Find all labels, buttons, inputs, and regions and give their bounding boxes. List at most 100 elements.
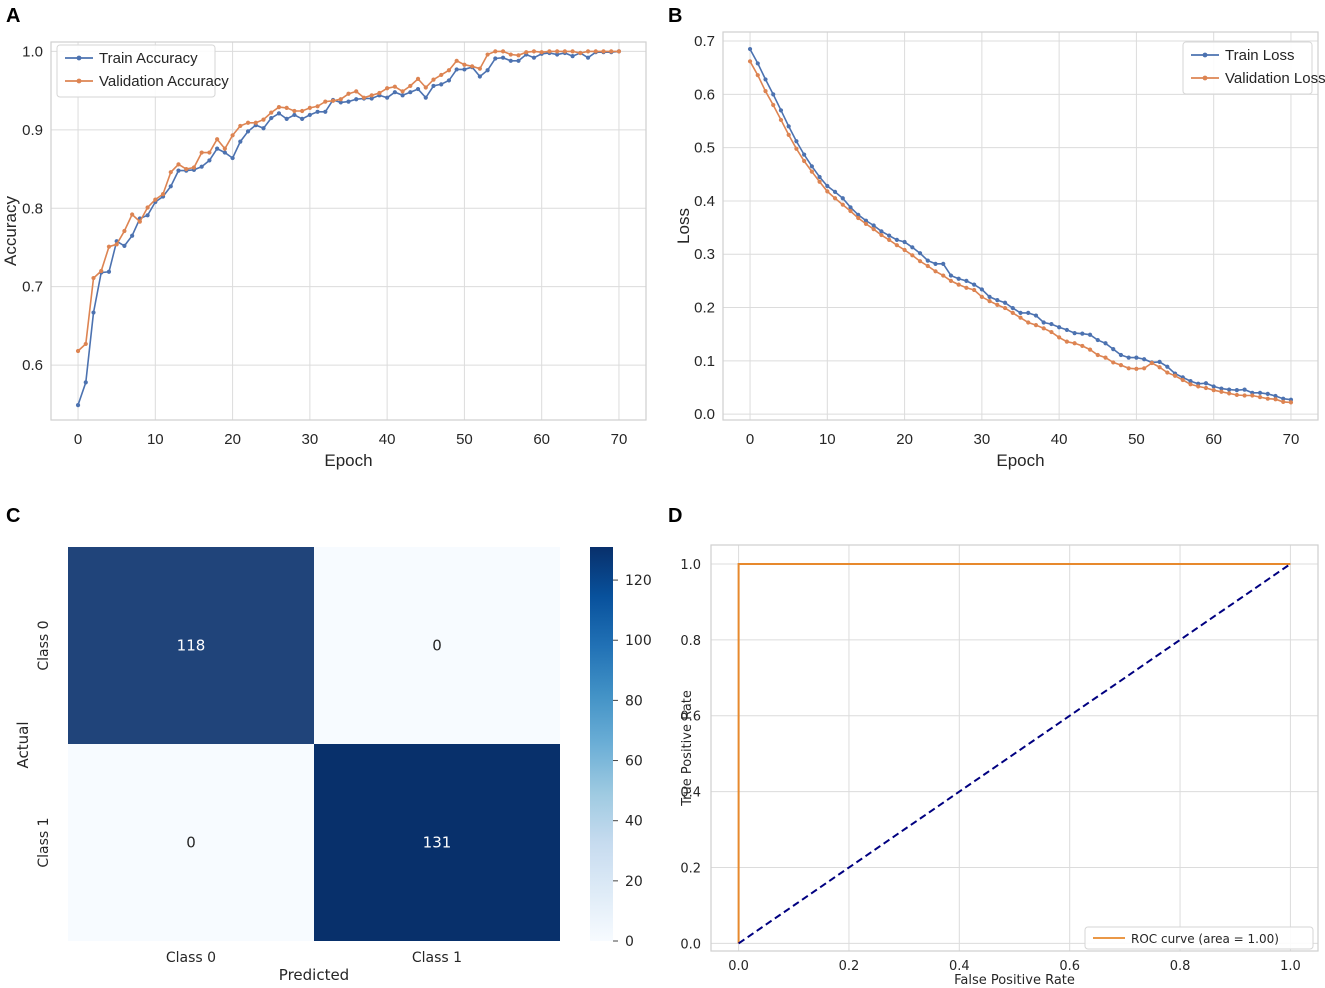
data-point bbox=[400, 93, 405, 98]
data-point bbox=[222, 150, 227, 155]
y-tick-label: 0.8 bbox=[22, 200, 43, 217]
y-tick-label: 0.4 bbox=[694, 193, 715, 210]
data-point bbox=[385, 95, 390, 100]
data-point bbox=[462, 67, 467, 72]
x-axis-label: Epoch bbox=[324, 451, 372, 470]
data-point bbox=[1026, 310, 1031, 315]
data-point bbox=[863, 218, 869, 223]
data-point bbox=[307, 112, 312, 118]
x-axis-label: Predicted bbox=[279, 966, 349, 984]
data-point bbox=[91, 310, 96, 315]
data-point bbox=[284, 116, 289, 121]
data-point bbox=[879, 229, 884, 234]
data-point bbox=[1095, 337, 1100, 343]
data-point bbox=[555, 52, 560, 57]
data-point bbox=[377, 90, 382, 96]
data-point bbox=[1188, 382, 1193, 387]
data-point bbox=[524, 50, 529, 55]
data-point bbox=[786, 124, 791, 129]
data-point bbox=[755, 73, 760, 78]
x-tick-label: 0 bbox=[74, 431, 82, 448]
data-point bbox=[1265, 391, 1270, 396]
data-point bbox=[191, 165, 197, 170]
x-category-label: Class 0 bbox=[166, 950, 216, 966]
data-point bbox=[1087, 347, 1093, 352]
x-tick-label: 0 bbox=[746, 431, 754, 448]
x-tick-label: 20 bbox=[224, 431, 241, 448]
y-tick-label: 0.5 bbox=[694, 140, 715, 157]
x-tick-label: 40 bbox=[1051, 431, 1068, 448]
data-point bbox=[1072, 331, 1077, 336]
heatmap-cell bbox=[68, 547, 314, 744]
data-point bbox=[1196, 384, 1201, 389]
data-point bbox=[1026, 320, 1031, 325]
data-point bbox=[848, 205, 853, 210]
data-point bbox=[415, 76, 421, 81]
data-point bbox=[1165, 364, 1170, 369]
data-point bbox=[1257, 390, 1263, 395]
data-point bbox=[1242, 393, 1247, 398]
colorbar-tick-label: 0 bbox=[625, 934, 634, 950]
y-tick-label: 0.6 bbox=[694, 86, 715, 103]
x-axis-label: Epoch bbox=[996, 451, 1044, 470]
data-point bbox=[840, 196, 845, 201]
panel-label-c: C bbox=[6, 505, 20, 527]
data-point bbox=[1002, 300, 1008, 305]
data-point bbox=[593, 49, 598, 54]
data-point bbox=[207, 150, 212, 155]
x-axis-label: False Positive Rate bbox=[954, 973, 1075, 988]
data-point bbox=[987, 294, 992, 299]
data-point bbox=[323, 109, 328, 114]
data-point bbox=[508, 58, 513, 63]
data-point bbox=[1049, 329, 1054, 335]
data-point bbox=[609, 49, 614, 54]
data-point bbox=[392, 90, 397, 95]
data-point bbox=[1111, 347, 1116, 352]
x-tick-label: 0.0 bbox=[728, 959, 749, 974]
data-point bbox=[153, 197, 158, 202]
plot-frame bbox=[722, 31, 1319, 421]
data-point bbox=[122, 243, 127, 249]
y-axis-label: True Positive Rate bbox=[680, 690, 695, 807]
data-point bbox=[1219, 386, 1224, 391]
data-point bbox=[75, 402, 81, 408]
data-point bbox=[1057, 325, 1062, 330]
data-point bbox=[1018, 315, 1023, 320]
data-point bbox=[809, 169, 814, 174]
data-point bbox=[925, 258, 930, 263]
data-point bbox=[531, 49, 537, 54]
cell-value: 0 bbox=[186, 834, 196, 852]
data-point bbox=[75, 348, 81, 354]
data-point bbox=[276, 111, 282, 116]
data-point bbox=[130, 233, 135, 238]
y-axis-label: Accuracy bbox=[1, 196, 20, 266]
data-point bbox=[948, 278, 954, 283]
data-point bbox=[1242, 387, 1247, 392]
data-point bbox=[1080, 343, 1085, 349]
data-point bbox=[1211, 384, 1216, 389]
series-line-2 bbox=[738, 563, 1291, 945]
roc-chart: 0.0 0.2 0.4 0.6 0.8 1.0 0.0 0.2 0.4 0.6 0.8 1.0 Fals… bbox=[680, 544, 1319, 988]
data-point bbox=[315, 109, 320, 114]
x-tick-label: 1.0 bbox=[1280, 959, 1301, 974]
data-point bbox=[987, 299, 992, 304]
data-point bbox=[1288, 400, 1294, 405]
colorbar-tick-label: 80 bbox=[625, 693, 643, 709]
data-point bbox=[245, 120, 251, 125]
data-point bbox=[130, 212, 135, 217]
data-point bbox=[771, 92, 776, 97]
data-point bbox=[1118, 352, 1124, 358]
data-point bbox=[1111, 360, 1116, 365]
data-point bbox=[1257, 394, 1263, 400]
data-point bbox=[964, 285, 969, 290]
data-point bbox=[778, 108, 784, 113]
data-point bbox=[933, 261, 938, 266]
colorbar-tick-label: 120 bbox=[625, 573, 652, 589]
data-point bbox=[1087, 332, 1093, 337]
x-tick-label: 10 bbox=[819, 431, 836, 448]
data-point bbox=[809, 164, 814, 169]
series-line-1 bbox=[77, 50, 620, 406]
legend-label: ROC curve (area = 1.00) bbox=[1131, 932, 1279, 946]
data-point bbox=[570, 49, 575, 54]
data-point bbox=[500, 55, 506, 60]
